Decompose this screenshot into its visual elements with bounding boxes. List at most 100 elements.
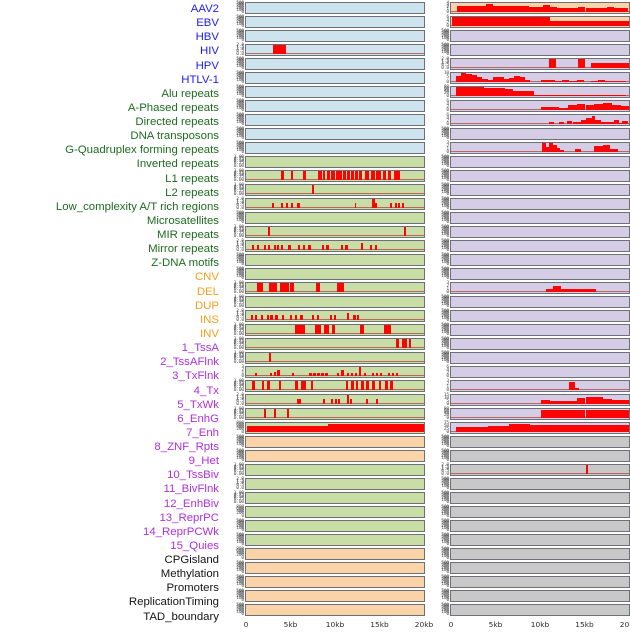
histogram-bar [603, 145, 611, 152]
track-label-8-znf-rpts: 8_ZNF_Rpts [154, 441, 219, 454]
y-tick-label: 200 [441, 271, 449, 277]
y-tick-label: 1.0 [441, 61, 449, 66]
y-tick-label: 0 [446, 107, 449, 113]
plot-area [246, 605, 424, 615]
y-axis-ticks: 500 400 300 200 100 0 [431, 575, 449, 589]
y-tick-label: 0 [241, 23, 244, 29]
histogram-bar [612, 94, 620, 96]
y-tick-label: 500 [236, 560, 244, 566]
histogram-bar [350, 372, 354, 376]
track-panel-left [245, 239, 425, 252]
y-tick-label: 80 [443, 406, 449, 412]
y-tick-label: 2.0 [236, 476, 244, 482]
histogram-bar [326, 245, 329, 250]
y-tick-label: 200 [236, 511, 244, 517]
y-tick-label: 300 [441, 354, 449, 360]
y-tick-label: 0.75 [233, 408, 244, 414]
histogram-bar [378, 380, 382, 390]
plot-area [451, 549, 629, 559]
y-tick-label: 1.00 [233, 168, 244, 174]
plot-area [246, 338, 424, 349]
y-tick-label: 0.25 [233, 343, 244, 349]
y-tick-label: 500 [236, 532, 244, 538]
plot-area [451, 409, 629, 419]
histogram-bar [395, 338, 400, 348]
histogram-bar [585, 396, 595, 404]
y-tick-label: 100 [236, 119, 244, 125]
y-tick-label: 400 [441, 604, 449, 610]
plot-area [451, 605, 629, 615]
baseline [451, 388, 629, 390]
track-panel-left [245, 463, 425, 476]
histogram-bar [558, 409, 568, 418]
baseline [246, 416, 424, 418]
y-tick-label: 400 [236, 436, 244, 442]
y-axis-ticks: 500 400 300 200 100 0 [431, 155, 449, 169]
track-label-7-enh: 7_Enh [186, 426, 219, 439]
histogram-bar [548, 143, 554, 152]
y-tick-label: 400 [236, 509, 244, 514]
track-panel-right [450, 491, 630, 504]
y-tick-label: 300 [236, 74, 244, 80]
y-tick-label: 0.5 [441, 63, 449, 69]
track-panel-right [450, 155, 630, 168]
y-tick-label: 0 [241, 9, 244, 15]
plot-area [246, 437, 424, 447]
y-tick-label: 500 [236, 98, 244, 104]
histogram-bar [375, 372, 378, 376]
y-tick-label: 0 [446, 177, 449, 183]
track-label-dup: DUP [194, 299, 219, 312]
y-tick-label: 100 [441, 595, 449, 601]
y-tick-label: 400 [236, 254, 244, 260]
track-panel-right [450, 1, 630, 14]
histogram-bar [476, 87, 485, 96]
y-axis-ticks: 2.0 1.5 1.0 0.5 0.0 [226, 476, 244, 491]
y-tick-label: 0.0 [236, 51, 244, 57]
histogram-bar [549, 21, 629, 26]
y-tick-label: 100 [236, 609, 244, 615]
histogram-bar [285, 203, 288, 208]
y-axis-ticks: 500 400 300 200 100 0 [226, 1, 244, 15]
track-panel-left [245, 127, 425, 140]
track-panel-right [450, 603, 630, 616]
track-label-z-dna-motifs: Z-DNA motifs [151, 257, 219, 270]
track-label-inv: INV [200, 327, 219, 340]
y-tick-label: 10 [443, 70, 449, 76]
y-tick-label: 6 [446, 112, 449, 118]
track-panel-right [450, 533, 630, 546]
histogram-bar [603, 399, 613, 404]
plot-area [246, 324, 424, 335]
y-tick-label: 200 [441, 47, 449, 53]
plot-area [246, 367, 424, 377]
histogram-bar [394, 203, 397, 208]
y-tick-label: 300 [236, 606, 244, 612]
plot-area [246, 170, 424, 181]
y-tick-label: 0.00 [233, 471, 244, 477]
y-tick-label: 2 [446, 370, 449, 376]
y-tick-label: 500 [236, 140, 244, 146]
y-tick-label: 1.5 [236, 198, 244, 204]
baseline [246, 360, 424, 362]
y-tick-label: 200 [441, 131, 449, 137]
y-tick-label: 200 [441, 201, 449, 207]
histogram-bar [384, 380, 388, 390]
histogram-bar [383, 170, 386, 180]
plot-area [451, 493, 629, 503]
y-tick-label: 0.00 [233, 191, 244, 197]
histogram-bar [567, 105, 577, 110]
histogram-bar [336, 170, 342, 180]
y-tick-label: 100 [236, 77, 244, 83]
y-tick-label: 0.50 [233, 173, 244, 178]
y-tick-label: 100 [441, 161, 449, 167]
plot-area [451, 3, 629, 13]
histogram-bar [508, 424, 520, 432]
track-label-aav2: AAV2 [190, 3, 219, 15]
y-tick-label: 200 [236, 145, 244, 151]
histogram-bar [597, 80, 606, 82]
y-tick-label: 300 [236, 102, 244, 108]
y-tick-label: 300 [441, 46, 449, 52]
track-panel-right [450, 309, 630, 322]
